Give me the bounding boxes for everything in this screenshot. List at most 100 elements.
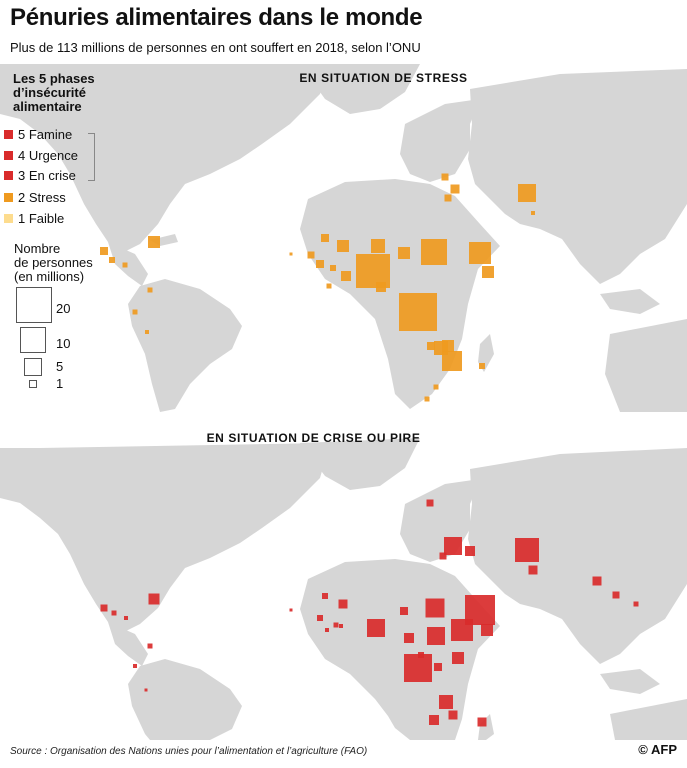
phase-num: 1 bbox=[18, 210, 26, 226]
phase-swatch bbox=[4, 213, 13, 223]
crisis-square bbox=[100, 604, 108, 612]
stress-square bbox=[100, 247, 108, 255]
crisis-square bbox=[317, 615, 323, 621]
crisis-square bbox=[528, 565, 538, 575]
crisis-square bbox=[289, 608, 293, 612]
size-box-10 bbox=[20, 327, 46, 353]
world-landmass bbox=[0, 438, 687, 740]
stress-markers bbox=[100, 173, 536, 402]
source-note: Source : Organisation des Nations unies … bbox=[10, 746, 368, 757]
crisis-square bbox=[426, 499, 434, 507]
stress-square bbox=[122, 262, 128, 268]
phase-label: Stress bbox=[28, 189, 66, 205]
page-title: Pénuries alimentaires dans le monde bbox=[10, 4, 423, 31]
stress-square bbox=[531, 211, 535, 215]
crisis-square bbox=[338, 599, 348, 609]
stress-square bbox=[326, 283, 332, 289]
crisis-markers bbox=[100, 499, 639, 727]
legend-phase-faible: 1 Faible bbox=[4, 210, 64, 226]
stress-square bbox=[424, 396, 430, 402]
stress-square bbox=[145, 330, 149, 334]
phase-label: Famine bbox=[28, 126, 73, 142]
crisis-square bbox=[148, 593, 160, 605]
crisis-square bbox=[133, 664, 137, 668]
phase-label: Faible bbox=[28, 210, 65, 226]
stress-square bbox=[132, 309, 138, 315]
size-box-20 bbox=[16, 287, 52, 323]
stress-square bbox=[479, 363, 485, 369]
size-label-5: 5 bbox=[56, 359, 64, 374]
crisis-map-label: En situation de crise ou pire bbox=[206, 431, 421, 445]
crisis-square bbox=[465, 546, 475, 556]
crisis-square bbox=[124, 616, 128, 620]
crisis-square bbox=[425, 598, 445, 618]
stress-square bbox=[316, 260, 324, 268]
size-label-1: 1 bbox=[56, 376, 64, 391]
stress-square bbox=[469, 242, 491, 264]
stress-map-svg bbox=[0, 64, 687, 412]
size-title-line: Nombre bbox=[14, 241, 61, 256]
size-label-20: 20 bbox=[56, 301, 71, 316]
stress-square bbox=[371, 239, 385, 253]
crisis-square bbox=[333, 622, 339, 628]
stress-square bbox=[433, 384, 439, 390]
crisis-square bbox=[592, 576, 602, 586]
crisis-square bbox=[144, 688, 148, 692]
crisis-square bbox=[439, 695, 453, 709]
crisis-square bbox=[400, 607, 408, 615]
crisis-square bbox=[322, 593, 328, 599]
stress-square bbox=[442, 340, 454, 352]
crisis-map: En situation de crise ou pire bbox=[0, 428, 687, 740]
phase-label: Urgence bbox=[28, 147, 78, 163]
stress-square bbox=[337, 240, 349, 252]
legend-phase-famine: 5 Famine bbox=[4, 126, 72, 142]
stress-square bbox=[330, 265, 336, 271]
crisis-square bbox=[439, 552, 447, 560]
legend-title-line: alimentaire bbox=[13, 99, 82, 114]
crisis-square bbox=[481, 624, 493, 636]
crisis-square bbox=[444, 537, 462, 555]
stress-square bbox=[341, 271, 351, 281]
stress-square bbox=[148, 236, 160, 248]
crisis-square bbox=[452, 652, 464, 664]
crisis-square bbox=[515, 538, 539, 562]
crisis-square bbox=[325, 628, 329, 632]
afp-logo: © AFP bbox=[638, 742, 677, 757]
legend-title-line: d’insécurité bbox=[13, 85, 86, 100]
stress-square bbox=[398, 247, 410, 259]
crisis-map-svg bbox=[0, 438, 687, 740]
phase-num: 3 bbox=[18, 167, 26, 183]
size-legend-title: Nombre de personnes (en millions) bbox=[14, 242, 93, 284]
legend-bracket bbox=[88, 133, 95, 181]
legend-phase-urgence: 4 Urgence bbox=[4, 147, 78, 163]
stress-square bbox=[442, 351, 462, 371]
world-landmass bbox=[0, 64, 687, 412]
legend-phase-crise: 3 En crise bbox=[4, 167, 76, 183]
phase-num: 2 bbox=[18, 189, 26, 205]
size-label-10: 10 bbox=[56, 336, 71, 351]
phase-swatch bbox=[4, 170, 13, 180]
crisis-square bbox=[612, 591, 620, 599]
crisis-square bbox=[367, 619, 385, 637]
crisis-square bbox=[477, 717, 487, 727]
phase-label: En crise bbox=[28, 167, 76, 183]
crisis-square bbox=[147, 643, 153, 649]
crisis-square bbox=[451, 619, 473, 641]
legend-title: Les 5 phases d’insécurité alimentaire bbox=[8, 72, 108, 114]
size-box-5 bbox=[24, 358, 42, 376]
stress-square bbox=[289, 252, 293, 256]
phase-num: 4 bbox=[18, 147, 26, 163]
phase-swatch bbox=[4, 150, 13, 160]
stress-map-label: En situation de stress bbox=[299, 71, 468, 85]
crisis-square bbox=[404, 633, 414, 643]
stress-square bbox=[321, 234, 329, 242]
stress-square bbox=[147, 287, 153, 293]
crisis-square bbox=[111, 610, 117, 616]
stress-square bbox=[427, 342, 435, 350]
stress-square bbox=[482, 266, 494, 278]
stress-square bbox=[441, 173, 449, 181]
legend-title-line: Les 5 phases bbox=[13, 71, 95, 86]
stress-square bbox=[518, 184, 536, 202]
stress-square bbox=[109, 257, 115, 263]
crisis-square bbox=[404, 654, 432, 682]
